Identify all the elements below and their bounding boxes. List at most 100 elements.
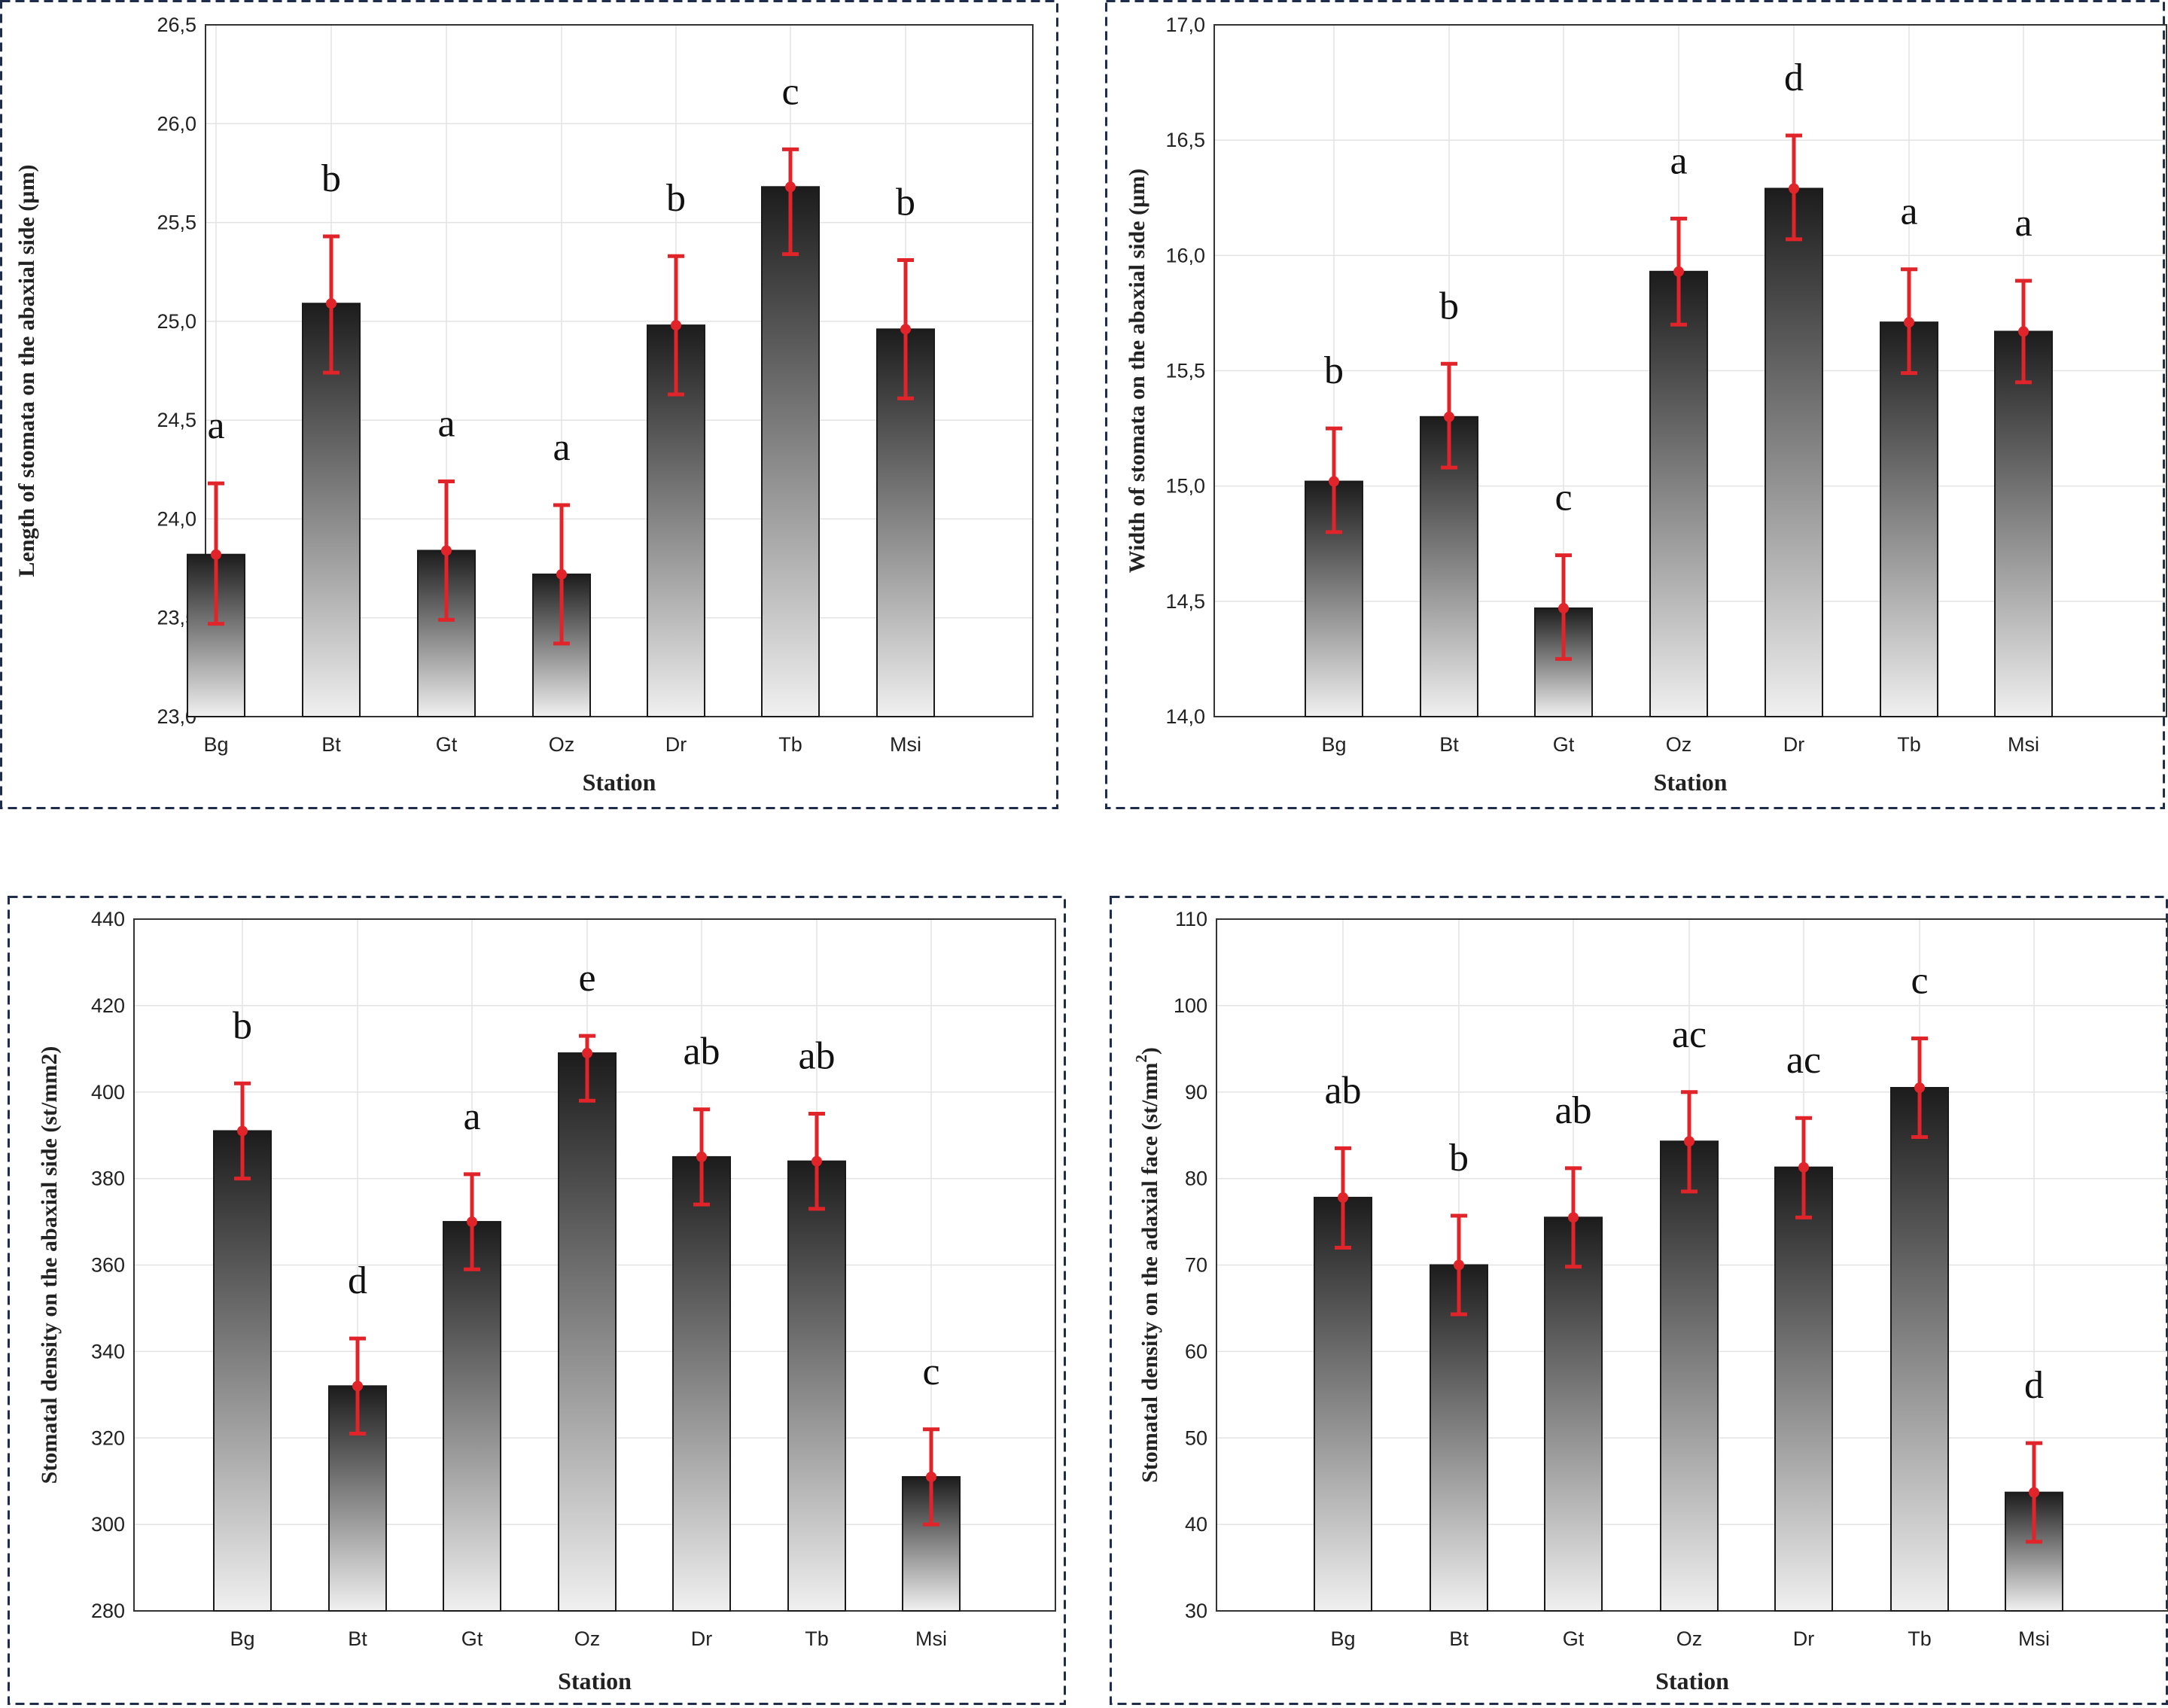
mean-marker bbox=[326, 298, 336, 309]
x-tick-label: Bt bbox=[1439, 733, 1459, 756]
x-tick-label: Msi bbox=[2008, 733, 2039, 756]
significance-letter: e bbox=[578, 957, 595, 1000]
y-tick-label: 110 bbox=[1175, 908, 1207, 930]
panel-frame bbox=[0, 0, 1058, 809]
significance-letter: c bbox=[922, 1350, 939, 1393]
significance-letter: b bbox=[1449, 1137, 1469, 1180]
bar-bg bbox=[1314, 1196, 1372, 1612]
significance-letter: b bbox=[233, 1004, 252, 1047]
chart-panel-width-abaxial: 14,0 14,5 15,0 15,5 16,0 16,5 17,0 b Bg b Bt c Gt a Oz… bbox=[1105, 0, 2167, 809]
mean-marker bbox=[237, 1125, 248, 1137]
y-tick-label: 14,5 bbox=[1165, 590, 1205, 613]
significance-letter: a bbox=[2014, 202, 2032, 245]
x-tick-label: Gt bbox=[1563, 1627, 1585, 1650]
mean-marker bbox=[811, 1155, 822, 1167]
chart-panel-length-abaxial: 23,0 23,5 24,0 24,5 25,0 25,5 26,0 26,5 a Bg b Bt a G… bbox=[0, 0, 1058, 809]
x-tick-label: Bg bbox=[1330, 1627, 1355, 1650]
y-tick-label: 26,5 bbox=[157, 14, 196, 36]
x-tick-label: Oz bbox=[574, 1627, 601, 1650]
x-tick-label: Gt bbox=[1553, 733, 1575, 756]
mean-marker bbox=[1789, 183, 1799, 194]
significance-letter: ac bbox=[1786, 1039, 1821, 1082]
x-tick-label: Bt bbox=[348, 1627, 367, 1650]
y-axis-title: Stomatal density on the abaxial side (st… bbox=[37, 1046, 62, 1484]
mean-marker bbox=[926, 1471, 936, 1482]
mean-marker bbox=[785, 181, 796, 193]
mean-marker bbox=[582, 1048, 592, 1059]
x-tick-label: Dr bbox=[1783, 733, 1805, 756]
y-tick-label: 80 bbox=[1185, 1168, 1207, 1190]
bar-oz bbox=[558, 1052, 617, 1612]
y-tick-label: 320 bbox=[91, 1426, 125, 1449]
x-tick-label: Tb bbox=[1897, 733, 1921, 756]
y-tick-label: 24,5 bbox=[157, 409, 196, 431]
y-tick-label: 16,5 bbox=[1165, 129, 1205, 151]
y-axis-title: Stomatal density on the adaxial face (st… bbox=[1132, 1047, 1162, 1483]
mean-marker bbox=[1558, 603, 1569, 614]
significance-letter: b bbox=[896, 181, 915, 224]
x-tick-label: Tb bbox=[805, 1627, 829, 1650]
mean-marker bbox=[556, 568, 567, 580]
x-tick-label: Bg bbox=[203, 733, 228, 756]
x-tick-label: Dr bbox=[1793, 1627, 1815, 1650]
significance-letter: a bbox=[437, 403, 455, 446]
y-tick-label: 15,5 bbox=[1165, 360, 1205, 382]
mean-marker bbox=[671, 320, 681, 331]
significance-letter: d bbox=[1784, 56, 1804, 99]
x-tick-label: Tb bbox=[778, 733, 802, 756]
bar-gt bbox=[1544, 1216, 1603, 1612]
y-tick-label: 280 bbox=[91, 1600, 125, 1622]
significance-letter: d bbox=[2024, 1364, 2044, 1407]
significance-letter: a bbox=[1670, 139, 1687, 182]
panel-frame bbox=[1105, 0, 2165, 809]
bar-tb bbox=[787, 1160, 846, 1612]
y-tick-label: 25,0 bbox=[157, 310, 196, 333]
y-tick-label: 380 bbox=[91, 1168, 125, 1190]
y-tick-label: 26,0 bbox=[157, 112, 196, 135]
chart-svg: 23,023,524,024,525,025,526,026,5aBgbBtaG… bbox=[0, 0, 1058, 809]
bar-tb bbox=[1890, 1087, 1949, 1612]
mean-marker bbox=[1568, 1212, 1579, 1223]
mean-marker bbox=[1338, 1192, 1348, 1203]
significance-letter: ab bbox=[798, 1034, 835, 1077]
mean-marker bbox=[441, 545, 452, 556]
y-tick-label: 90 bbox=[1185, 1081, 1207, 1104]
y-tick-label: 17,0 bbox=[1165, 14, 1205, 36]
x-tick-label: Msi bbox=[890, 733, 921, 756]
significance-letter: a bbox=[463, 1095, 480, 1138]
mean-marker bbox=[2029, 1487, 2039, 1498]
x-axis-title: Station bbox=[1655, 1667, 1729, 1694]
bar-tb bbox=[1880, 321, 1938, 718]
mean-marker bbox=[1454, 1259, 1464, 1271]
x-tick-label: Dr bbox=[691, 1627, 713, 1650]
significance-letter: b bbox=[1324, 349, 1344, 392]
x-tick-label: Gt bbox=[436, 733, 458, 756]
mean-marker bbox=[1673, 266, 1684, 277]
y-tick-label: 50 bbox=[1185, 1426, 1207, 1449]
bar-dr bbox=[1765, 187, 1823, 718]
significance-letter: a bbox=[207, 404, 224, 447]
y-tick-label: 40 bbox=[1185, 1513, 1207, 1536]
chart-panel-density-adaxial: 30 40 50 60 70 80 90 100 110 ab Bg b Bt ab Gt ac Oz ac Dr c… bbox=[1110, 896, 2168, 1705]
y-tick-label: 340 bbox=[91, 1340, 125, 1362]
mean-marker bbox=[1444, 411, 1454, 422]
bar-oz bbox=[1649, 270, 1708, 717]
mean-marker bbox=[1904, 317, 1914, 328]
mean-marker bbox=[1798, 1162, 1809, 1173]
significance-letter: b bbox=[1439, 285, 1459, 327]
y-tick-label: 70 bbox=[1185, 1254, 1207, 1277]
mean-marker bbox=[2018, 326, 2029, 337]
y-tick-label: 300 bbox=[91, 1513, 125, 1536]
panel-frame bbox=[8, 896, 1066, 1705]
x-tick-label: Oz bbox=[1666, 733, 1692, 756]
y-axis-title: Width of stomata on the abaxial side (µm… bbox=[1125, 169, 1149, 574]
y-tick-label: 15,0 bbox=[1165, 475, 1205, 498]
significance-letter: b bbox=[666, 177, 686, 220]
x-tick-label: Tb bbox=[1908, 1627, 1932, 1650]
bar-bg bbox=[213, 1130, 272, 1612]
significance-letter: c bbox=[1911, 960, 1928, 1003]
panel-frame bbox=[1110, 896, 2168, 1705]
x-axis-title: Station bbox=[1654, 769, 1728, 796]
bar-msi bbox=[1994, 330, 2053, 717]
bar-oz bbox=[1660, 1140, 1719, 1612]
